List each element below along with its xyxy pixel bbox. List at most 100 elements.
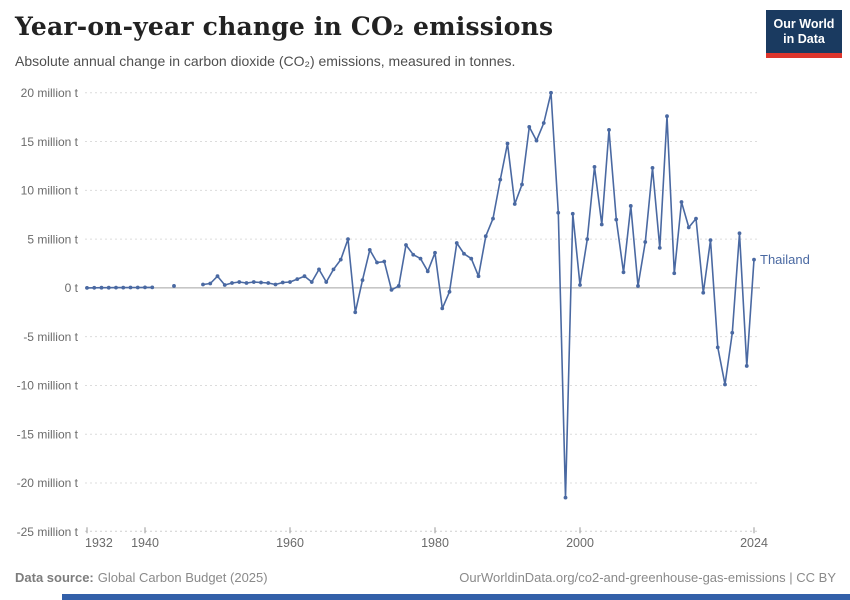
data-point-marker[interactable] [534,138,539,143]
data-point-marker[interactable] [288,280,292,284]
data-point-marker[interactable] [251,280,256,284]
data-point-marker[interactable] [498,177,503,182]
data-point-marker[interactable] [396,284,401,288]
y-tick-label: 10 million t [21,184,79,198]
data-point-marker[interactable] [447,289,452,294]
data-point-marker[interactable] [172,284,176,288]
data-point-marker[interactable] [672,271,677,276]
data-point-marker[interactable] [353,310,358,315]
data-point-marker[interactable] [106,285,111,290]
data-point-marker[interactable] [505,141,510,146]
data-point-marker[interactable] [331,267,336,272]
data-point-marker[interactable] [744,364,749,368]
data-point-marker[interactable] [367,247,372,252]
data-point-marker[interactable] [418,256,423,261]
data-point-marker[interactable] [715,345,720,350]
series-line[interactable] [86,92,755,499]
data-point-marker[interactable] [280,280,285,285]
data-point-marker[interactable] [549,90,553,95]
data-point-marker[interactable] [469,256,474,261]
data-point-marker[interactable] [512,202,517,206]
data-point-marker[interactable] [592,165,597,169]
data-point-marker[interactable] [578,283,582,287]
data-point-marker[interactable] [636,284,640,288]
data-point-marker[interactable] [128,285,133,290]
data-point-marker[interactable] [382,259,387,264]
owid-logo[interactable]: Our World in Data [766,10,842,58]
data-point-marker[interactable] [686,225,691,230]
data-point-marker[interactable] [317,267,321,272]
data-point-marker[interactable] [215,274,220,279]
data-point-marker[interactable] [92,285,97,290]
data-point-marker[interactable] [621,270,626,275]
data-point-marker[interactable] [244,281,249,285]
data-point-marker[interactable] [520,182,524,187]
data-source-label: Data source: [15,570,94,585]
data-point-marker[interactable] [324,280,329,284]
data-point-marker[interactable] [628,204,633,208]
data-point-marker[interactable] [730,330,735,335]
data-point-marker[interactable] [338,257,343,262]
data-point-marker[interactable] [563,495,568,500]
data-point-marker[interactable] [570,211,575,216]
data-point-marker[interactable] [650,166,655,170]
data-point-marker[interactable] [491,216,495,221]
data-point-marker[interactable] [411,252,416,257]
data-point-marker[interactable] [404,243,408,247]
data-point-marker[interactable] [607,127,611,132]
data-point-marker[interactable] [527,125,532,129]
data-point-marker[interactable] [433,250,437,255]
data-point-marker[interactable] [643,240,648,244]
data-point-marker[interactable] [694,216,698,221]
x-tick-label: 2000 [566,536,594,550]
data-point-marker[interactable] [208,281,213,286]
data-point-marker[interactable] [201,282,205,287]
x-tick-label: 1960 [276,536,304,550]
license-link[interactable]: OurWorldinData.org/co2-and-greenhouse-ga… [459,570,836,585]
data-point-marker[interactable] [585,237,590,242]
data-point-marker[interactable] [389,287,394,292]
data-point-marker[interactable] [135,285,140,290]
entity-label[interactable]: Thailand [760,252,810,267]
data-point-marker[interactable] [375,260,379,265]
data-point-marker[interactable] [425,269,430,274]
data-point-marker[interactable] [360,278,365,282]
timeline-slider-bar[interactable] [62,594,850,600]
data-point-marker[interactable] [614,217,619,222]
data-point-marker[interactable] [657,246,662,250]
owid-logo-red-bar [766,52,842,58]
data-point-marker[interactable] [723,382,727,387]
data-point-marker[interactable] [346,237,350,242]
data-point-marker[interactable] [665,114,669,119]
y-tick-label: 20 million t [21,86,79,100]
data-point-marker[interactable] [143,285,147,290]
data-point-marker[interactable] [99,285,104,290]
data-point-marker[interactable] [556,210,561,215]
data-point-marker[interactable] [454,241,459,245]
data-point-marker[interactable] [230,281,234,285]
data-point-marker[interactable] [440,306,445,311]
data-point-marker[interactable] [266,281,271,285]
data-point-marker[interactable] [114,285,118,290]
data-point-marker[interactable] [302,274,307,279]
data-point-marker[interactable] [476,274,481,279]
data-point-marker[interactable] [541,121,546,125]
data-point-marker[interactable] [599,222,604,227]
data-point-marker[interactable] [752,257,756,262]
data-point-marker[interactable] [259,280,263,285]
data-point-marker[interactable] [679,200,684,204]
data-point-marker[interactable] [295,277,300,282]
data-point-marker[interactable] [85,286,89,290]
data-point-marker[interactable] [462,251,466,256]
data-point-marker[interactable] [121,285,126,290]
data-point-marker[interactable] [737,231,742,236]
data-point-marker[interactable] [708,238,713,242]
data-point-marker[interactable] [273,282,278,287]
data-point-marker[interactable] [701,290,706,295]
data-point-marker[interactable] [309,280,314,284]
data-point-marker[interactable] [222,283,227,287]
data-point-marker[interactable] [483,234,488,239]
data-point-marker[interactable] [237,280,242,284]
data-point-marker[interactable] [150,285,155,290]
